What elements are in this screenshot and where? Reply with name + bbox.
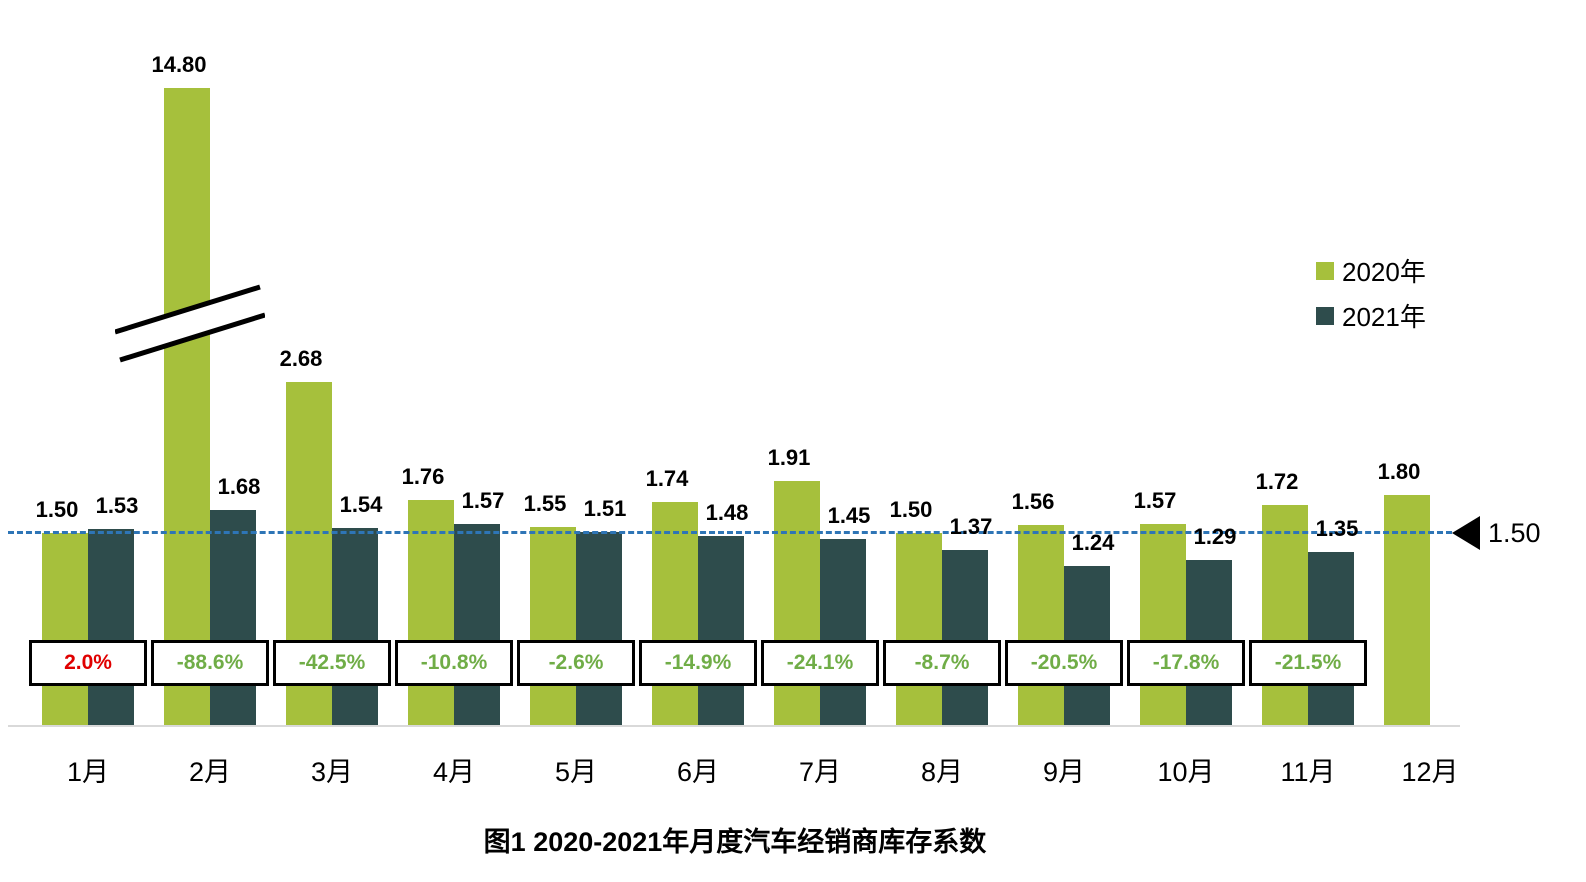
pct-change-box: 2.0% (29, 640, 147, 686)
legend-label: 2020年 (1342, 257, 1426, 287)
bar-2020 (408, 499, 454, 725)
x-axis-label: 2月 (188, 757, 232, 787)
pct-change-box: -88.6% (151, 640, 269, 686)
bar-2021 (698, 535, 744, 725)
bar-2020 (530, 526, 576, 725)
bar-2020 (1262, 504, 1308, 725)
bar-2020 (896, 533, 942, 725)
bar-value-label: 1.37 (949, 513, 993, 539)
pct-change-box: -24.1% (761, 640, 879, 686)
bar-2021 (88, 529, 134, 725)
bar-2020 (652, 502, 698, 725)
bar-value-label: 1.50 (35, 497, 79, 522)
pct-change-box: -2.6% (517, 640, 635, 686)
legend-swatch-icon (1316, 306, 1334, 325)
legend-label: 2021年 (1342, 302, 1426, 332)
bar-value-label: 1.72 (1255, 468, 1299, 494)
pct-change-box: -10.8% (395, 640, 513, 686)
bar-value-label: 1.57 (461, 488, 505, 514)
bar-value-label: 1.45 (827, 503, 871, 529)
legend-item: 2020年 (1316, 252, 1426, 289)
legend-swatch-icon (1316, 261, 1334, 280)
bar-value-label: 1.68 (217, 473, 261, 499)
bar-2021 (1308, 552, 1354, 725)
bar-value-label: 1.50 (889, 497, 933, 522)
bar-value-label: 1.48 (705, 499, 749, 525)
bar-value-label: 1.74 (645, 466, 689, 492)
pct-change-box: -14.9% (639, 640, 757, 686)
bar-value-label: 1.51 (583, 495, 627, 521)
x-axis-label: 11月 (1280, 757, 1336, 787)
chart-title: 图1 2020-2021年月度汽车经销商库存系数 (483, 827, 987, 857)
bar-value-label: 14.80 (151, 52, 207, 77)
bar-2020 (1384, 494, 1430, 725)
legend-item: 2021年 (1316, 297, 1426, 334)
bar-2021 (332, 527, 378, 725)
x-axis-label: 6月 (676, 757, 720, 787)
x-axis-label: 7月 (798, 757, 842, 787)
bar-value-label: 1.29 (1193, 523, 1237, 549)
x-axis-label: 4月 (432, 757, 476, 787)
reference-line (8, 531, 1452, 534)
x-axis-label: 3月 (310, 757, 354, 787)
pct-change-box: -20.5% (1005, 640, 1123, 686)
bar-value-label: 1.35 (1315, 516, 1359, 542)
bar-value-label: 2.68 (279, 345, 323, 371)
bar-value-label: 1.53 (95, 493, 139, 519)
pct-change-box: -42.5% (273, 640, 391, 686)
pct-change-box: -21.5% (1249, 640, 1367, 686)
axis-break-icon (115, 284, 265, 363)
bar-2020 (164, 88, 210, 725)
bar-2021 (942, 549, 988, 725)
x-axis-label: 1月 (66, 757, 110, 787)
bar-2020 (1018, 525, 1064, 725)
bar-value-label: 1.57 (1133, 488, 1177, 514)
bar-value-label: 1.54 (339, 491, 383, 517)
x-axis-label: 5月 (554, 757, 598, 787)
x-axis-label: 10月 (1157, 757, 1215, 787)
bar-2021 (210, 509, 256, 725)
bar-value-label: 1.80 (1377, 458, 1421, 484)
bar-2020 (42, 533, 88, 725)
reference-marker-icon (1452, 516, 1480, 550)
x-axis-label: 9月 (1042, 757, 1086, 787)
pct-change-box: -17.8% (1127, 640, 1245, 686)
x-axis-line (8, 725, 1460, 727)
bar-2021 (576, 531, 622, 725)
bar-value-label: 1.91 (767, 444, 811, 470)
legend: 2020年 2021年 (1316, 252, 1426, 342)
reference-value-label: 1.50 (1488, 518, 1541, 548)
bar-2021 (820, 539, 866, 725)
x-axis-label: 12月 (1401, 757, 1459, 787)
bar-2021 (454, 524, 500, 725)
bar-value-label: 1.56 (1011, 489, 1055, 515)
bar-value-label: 1.55 (523, 490, 567, 516)
bar-value-label: 1.76 (401, 463, 445, 489)
bar-2020 (1140, 524, 1186, 725)
bar-value-label: 1.24 (1071, 530, 1115, 556)
x-axis-label: 8月 (920, 757, 964, 787)
pct-change-box: -8.7% (883, 640, 1001, 686)
